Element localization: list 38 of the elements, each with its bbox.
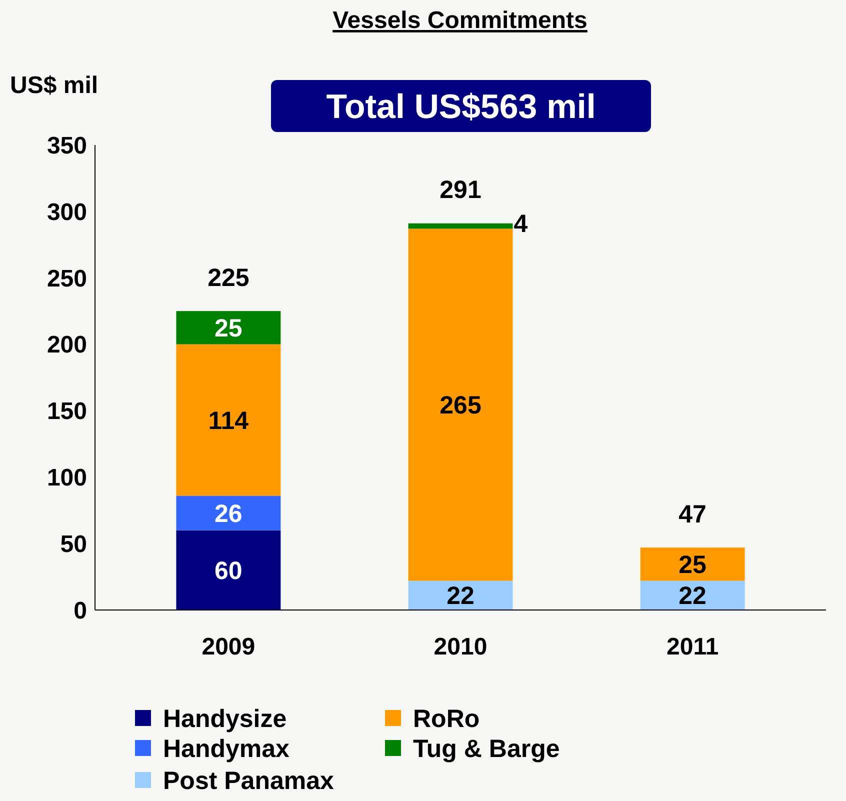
y-axis-title: US$ mil [10, 72, 98, 99]
legend-label: RoRo [413, 704, 480, 733]
bar [176, 311, 281, 344]
bar [176, 496, 281, 530]
data-label: 25 [214, 314, 242, 342]
legend-label: Post Panamax [163, 766, 334, 795]
data-label: 114 [208, 406, 249, 435]
y-tick-label: 100 [46, 464, 87, 492]
data-label: 265 [440, 391, 482, 420]
bar [176, 530, 281, 610]
data-label: 4 [514, 210, 528, 238]
bar [408, 228, 513, 581]
bar [408, 223, 513, 229]
data-label: 26 [214, 500, 242, 528]
bar [640, 548, 745, 581]
x-tick-label: 2010 [434, 633, 488, 660]
total-label: 291 [440, 176, 482, 204]
legend-label: Tug & Barge [413, 734, 560, 763]
total-label: 47 [678, 500, 706, 528]
legend-label: Handysize [163, 704, 287, 733]
y-tick-label: 150 [46, 398, 87, 426]
y-tick-label: 50 [60, 530, 87, 558]
bar [176, 344, 281, 496]
data-label: 22 [446, 582, 474, 610]
y-tick-label: 350 [46, 132, 87, 160]
legend-label: Handymax [163, 734, 290, 763]
x-tick-label: 2011 [666, 633, 719, 660]
data-label: 60 [214, 556, 242, 585]
y-tick-label: 200 [46, 332, 87, 359]
data-label: 22 [678, 582, 706, 610]
data-label: 25 [678, 550, 707, 579]
chart-title: Vessels Commitments [332, 7, 588, 34]
y-tick-label: 250 [46, 265, 87, 292]
y-tick-label: 300 [46, 198, 87, 226]
x-tick-label: 2009 [202, 633, 256, 660]
y-tick-label: 0 [74, 597, 87, 624]
text: Total US$563 mil [326, 88, 596, 126]
total-label: 225 [208, 264, 250, 292]
